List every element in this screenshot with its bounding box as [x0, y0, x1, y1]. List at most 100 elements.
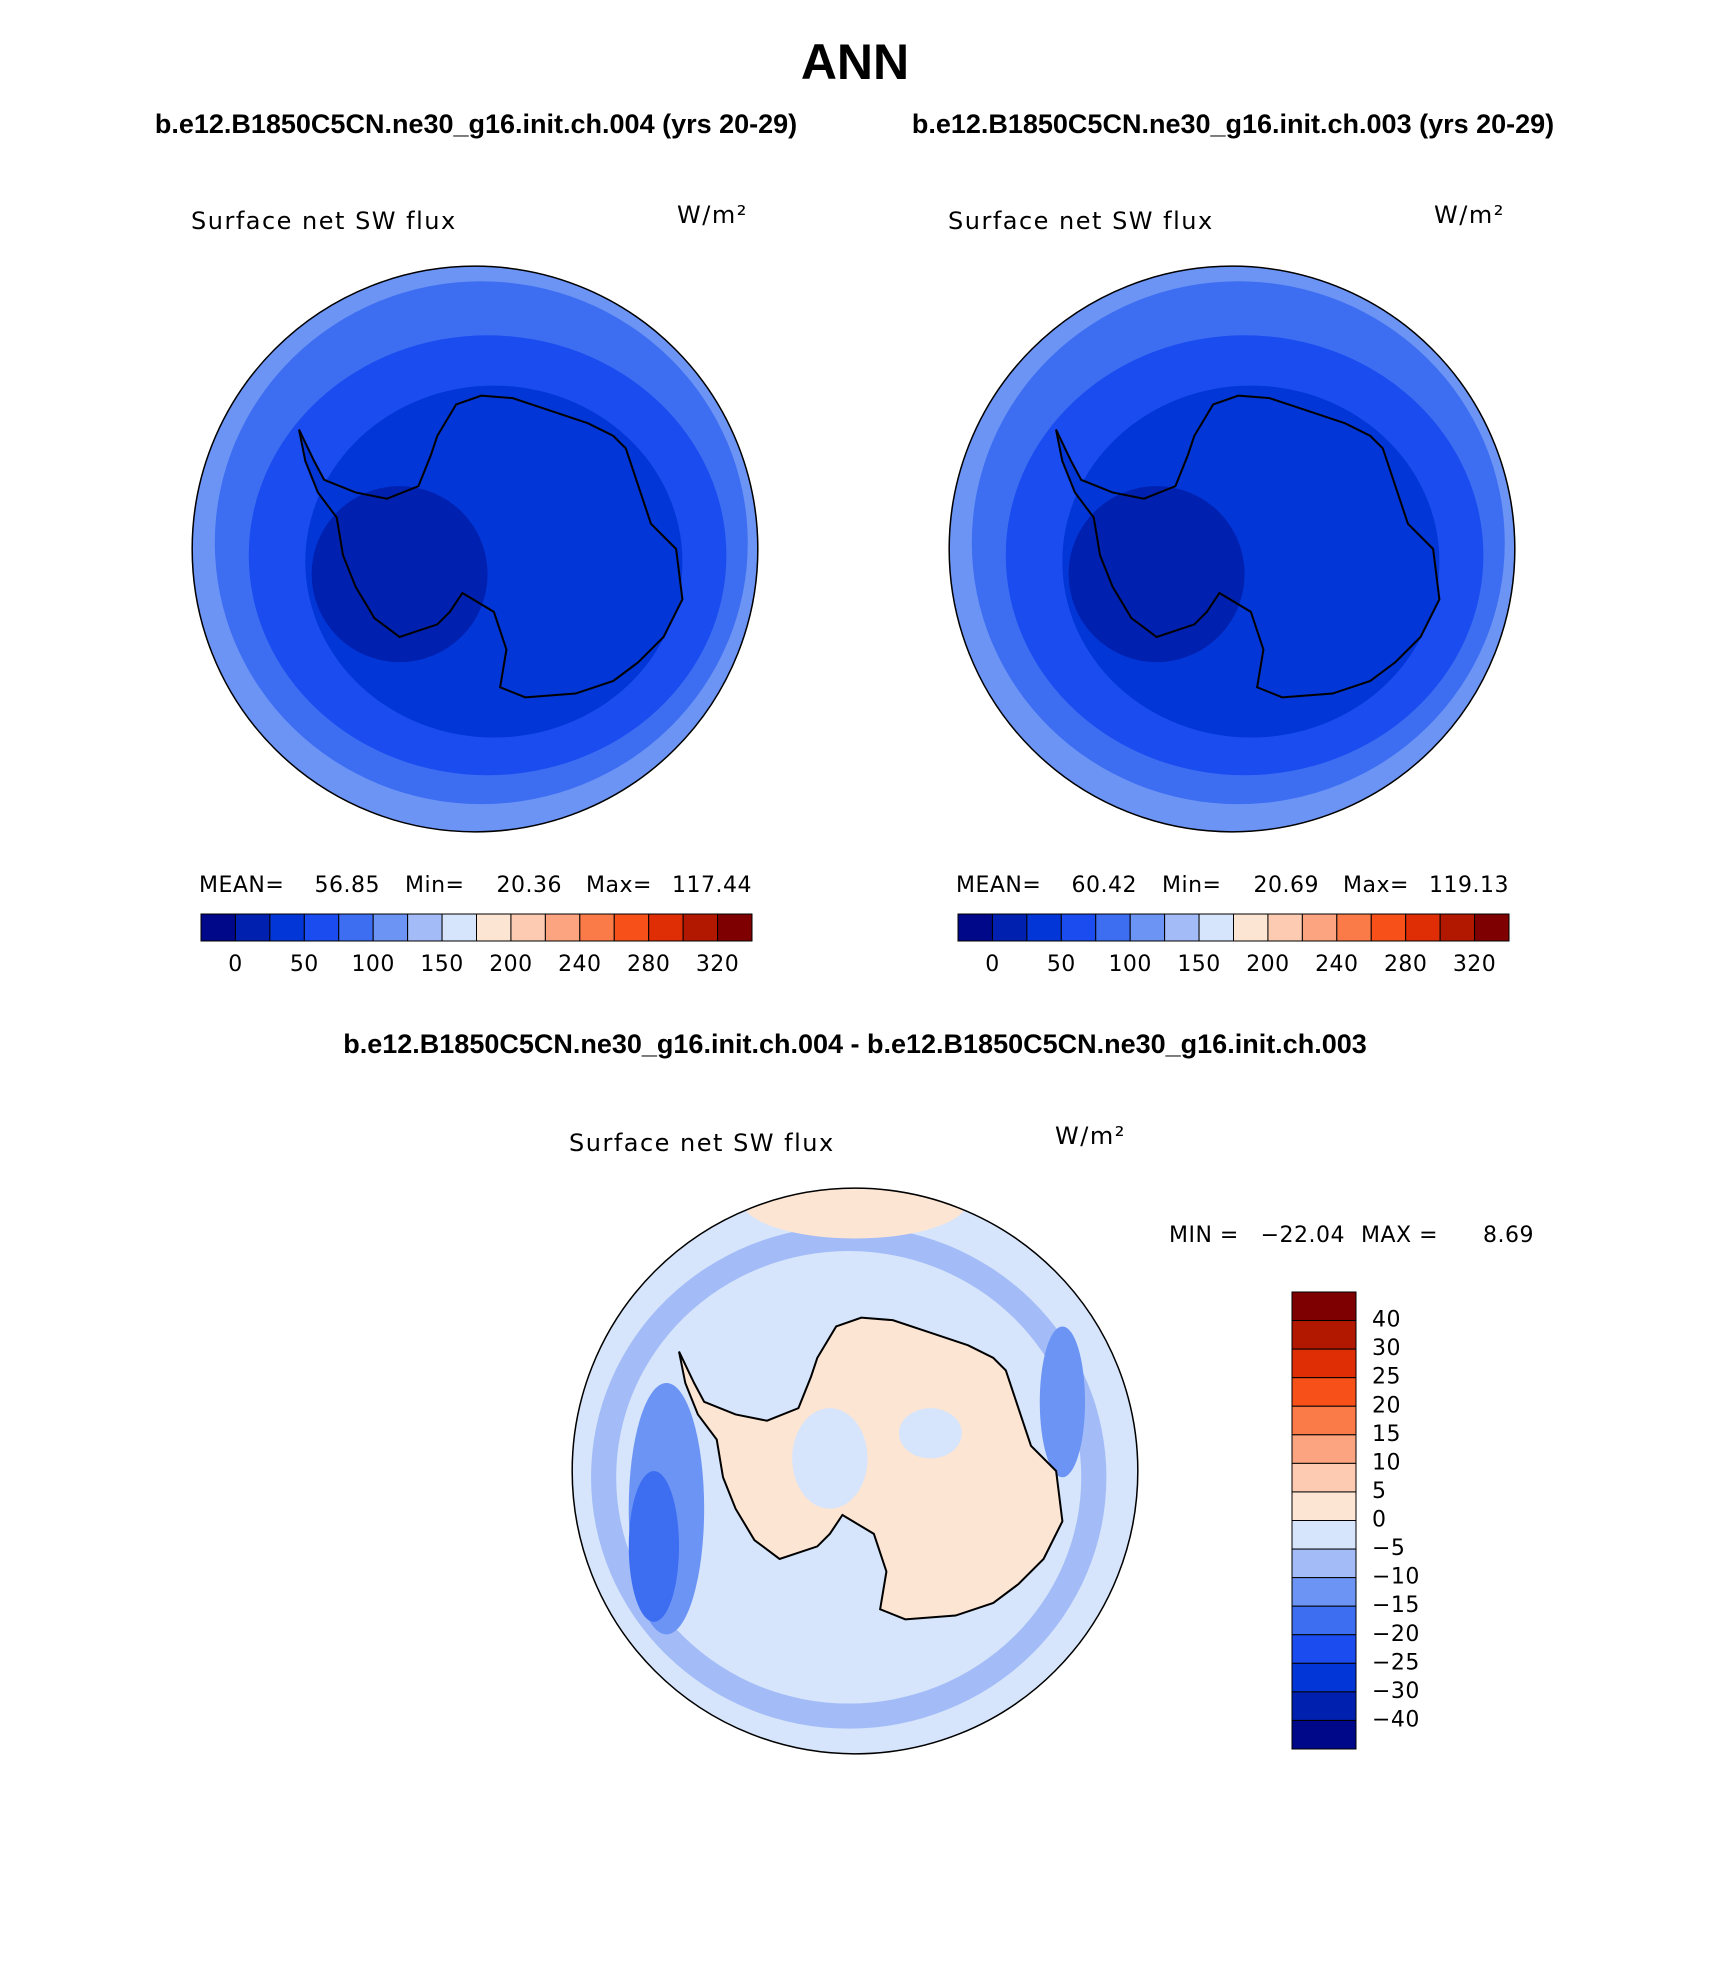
- figure-title: ANN: [801, 34, 909, 90]
- colorbar-label: 25: [1372, 1365, 1401, 1390]
- variable-label: Surface net SW flux: [191, 207, 457, 235]
- map-fill: [192, 266, 758, 832]
- colorbar-box: [1291, 1662, 1357, 1693]
- colorbar-box: [1233, 913, 1269, 942]
- stat-label: MAX =: [1361, 1223, 1438, 1248]
- colorbar-box: [372, 913, 409, 942]
- stat-value: 8.69: [1483, 1223, 1534, 1248]
- colorbar-label: −5: [1372, 1536, 1405, 1561]
- colorbar-label: 40: [1372, 1308, 1401, 1333]
- contour-region: [898, 1408, 962, 1459]
- colorbar-label: −15: [1372, 1593, 1420, 1618]
- colorbar-label: 20: [1372, 1393, 1401, 1418]
- units-label: W/m²: [1055, 1122, 1126, 1150]
- colorbar-label: 30: [1372, 1336, 1401, 1361]
- variable-label: Surface net SW flux: [569, 1129, 835, 1157]
- units-label: W/m²: [677, 201, 748, 229]
- contour-region: [1039, 1326, 1086, 1478]
- contour-region: [741, 1188, 969, 1239]
- colorbar-box: [1301, 913, 1338, 942]
- colorbar-box: [1291, 1520, 1357, 1550]
- colorbar-label: 0: [985, 952, 1000, 977]
- polar-map: [191, 265, 759, 833]
- colorbar-box: [544, 913, 581, 942]
- colorbar-label: 320: [696, 952, 740, 977]
- colorbar-box: [1291, 1719, 1357, 1750]
- colorbar-box: [1336, 913, 1372, 942]
- contour-region: [628, 1471, 680, 1622]
- stat-label: MIN =: [1169, 1223, 1239, 1248]
- colorbar-box: [441, 913, 477, 942]
- colorbar-label: −10: [1372, 1565, 1420, 1590]
- colorbar-label: 150: [1177, 952, 1221, 977]
- colorbar-box: [1060, 913, 1097, 942]
- variable-label: Surface net SW flux: [948, 207, 1214, 235]
- stat-value: 20.36: [497, 873, 562, 898]
- colorbar-label: −40: [1372, 1707, 1420, 1732]
- colorbar-box: [1291, 1405, 1357, 1436]
- colorbar-box: [1291, 1434, 1357, 1464]
- stat-label: MEAN=: [956, 873, 1041, 898]
- map-border: [571, 1187, 1139, 1755]
- colorbar-label: 280: [627, 952, 671, 977]
- colorbar-box: [1291, 1605, 1357, 1636]
- colorbar-label: 0: [228, 952, 243, 977]
- colorbar-box: [1405, 913, 1441, 942]
- stat-value: −22.04: [1261, 1223, 1345, 1248]
- colorbar-label: 100: [351, 952, 395, 977]
- colorbar-box: [1291, 1291, 1357, 1322]
- colorbar-label: −25: [1372, 1650, 1420, 1675]
- colorbar-box: [1291, 1320, 1357, 1350]
- colorbar-label: 240: [1315, 952, 1359, 977]
- case-label: b.e12.B1850C5CN.ne30_g16.init.ch.003 (yr…: [912, 109, 1554, 139]
- colorbar-box: [1291, 1634, 1357, 1664]
- colorbar-box: [510, 913, 546, 942]
- colorbar-box: [1291, 1691, 1357, 1721]
- map-border: [948, 265, 1516, 833]
- colorbar-box: [1129, 913, 1166, 942]
- colorbar-label: 5: [1372, 1479, 1387, 1504]
- colorbar-label: −20: [1372, 1622, 1420, 1647]
- contour-region: [792, 1408, 868, 1509]
- colorbar-box: [1095, 913, 1131, 942]
- colorbar-box: [991, 913, 1028, 942]
- stat-value: 20.69: [1254, 873, 1319, 898]
- colorbar-box: [1370, 913, 1407, 942]
- colorbar-box: [579, 913, 615, 942]
- colorbar-box: [613, 913, 650, 942]
- colorbar-label: 50: [290, 952, 319, 977]
- colorbar-label: 280: [1384, 952, 1428, 977]
- colorbar-box: [648, 913, 684, 942]
- colorbar-label: 100: [1108, 952, 1152, 977]
- colorbar-label: 240: [558, 952, 602, 977]
- colorbar-box: [1026, 913, 1062, 942]
- colorbar-box: [1439, 913, 1476, 942]
- colorbar-box: [1164, 913, 1200, 942]
- stat-label: MEAN=: [199, 873, 284, 898]
- stat-label: Max=: [586, 873, 652, 898]
- colorbar-box: [1291, 1462, 1357, 1493]
- stat-value: 60.42: [1072, 873, 1137, 898]
- stat-label: Min=: [1162, 873, 1221, 898]
- colorbar-box: [957, 913, 993, 942]
- colorbar-box: [1291, 1377, 1357, 1407]
- difference-title: b.e12.B1850C5CN.ne30_g16.init.ch.004 - b…: [343, 1029, 1367, 1059]
- stat-label: Min=: [405, 873, 464, 898]
- colorbar-box: [269, 913, 305, 942]
- colorbar-label: 150: [420, 952, 464, 977]
- map-fill: [572, 1188, 1138, 1754]
- colorbar-box: [338, 913, 374, 942]
- stat-label: Max=: [1343, 873, 1409, 898]
- stat-value: 56.85: [315, 873, 380, 898]
- colorbar-label: 15: [1372, 1422, 1401, 1447]
- colorbar-label: 200: [1246, 952, 1290, 977]
- colorbar-box: [476, 913, 512, 942]
- colorbar-box: [234, 913, 271, 942]
- stat-value: 119.13: [1429, 873, 1509, 898]
- stat-value: 117.44: [672, 873, 752, 898]
- colorbar-box: [1291, 1577, 1357, 1607]
- colorbar-label: 50: [1047, 952, 1076, 977]
- colorbar-box: [1291, 1348, 1357, 1379]
- case-label: b.e12.B1850C5CN.ne30_g16.init.ch.004 (yr…: [155, 109, 797, 139]
